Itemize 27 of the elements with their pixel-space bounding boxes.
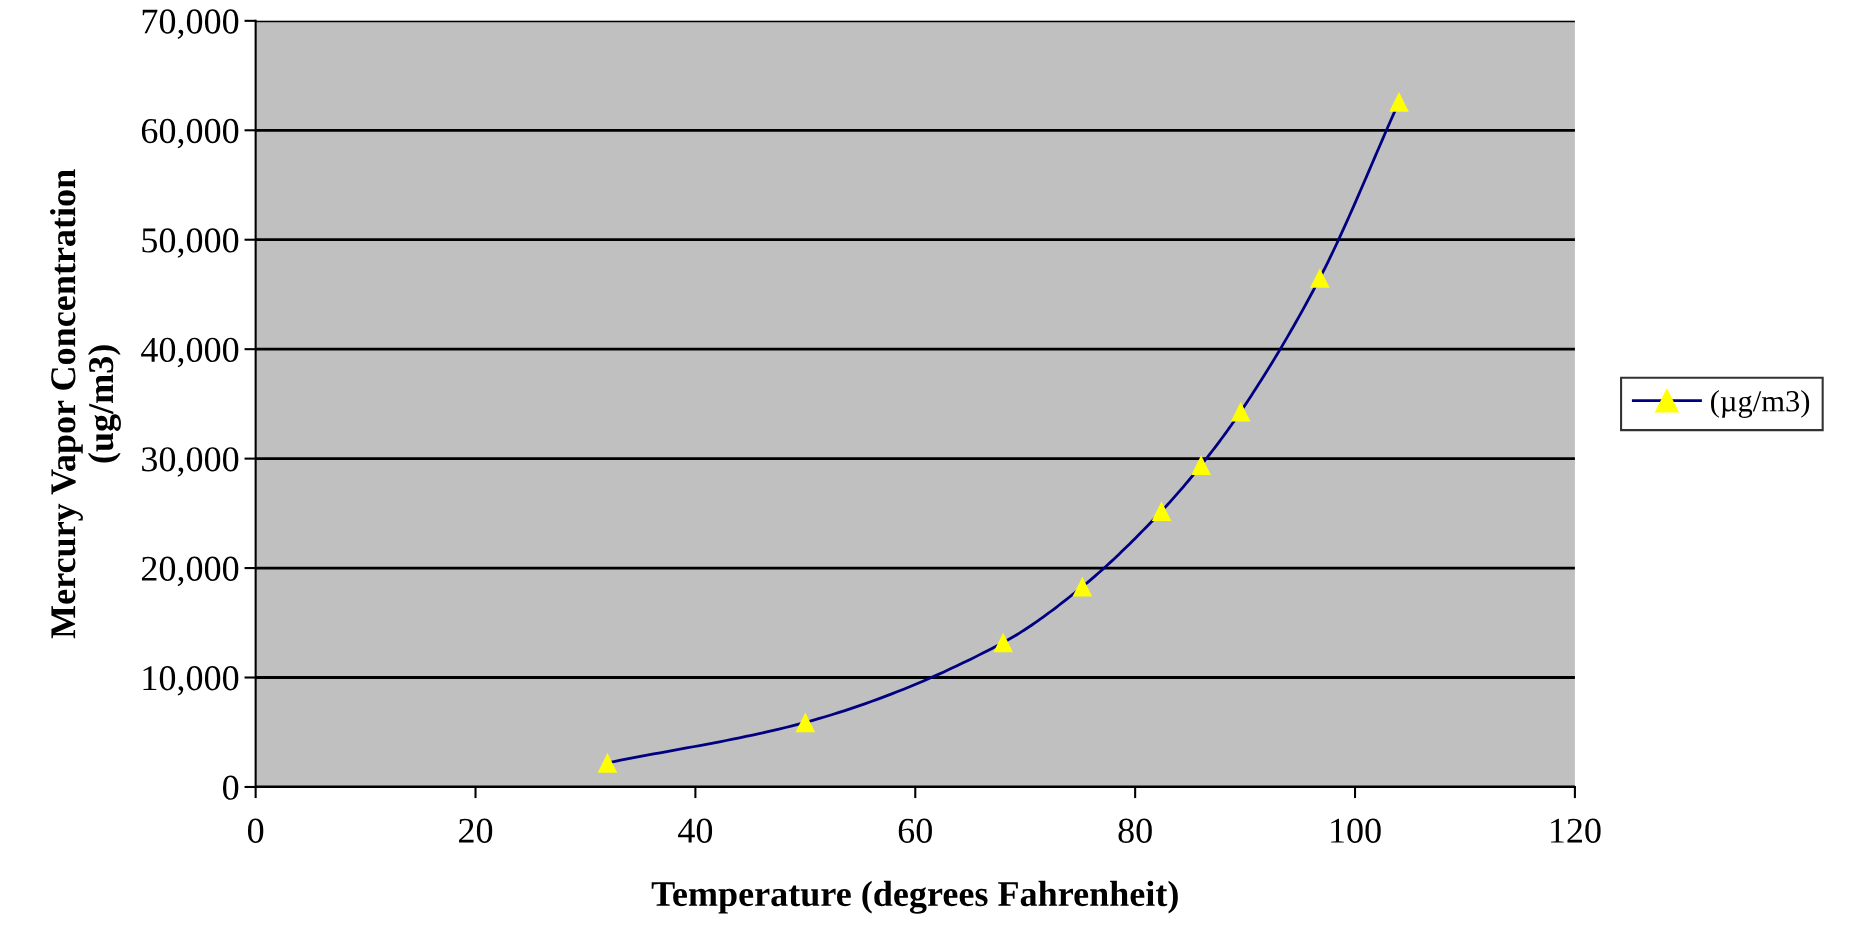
x-tick-label: 0: [247, 818, 264, 843]
point: [1191, 455, 1211, 476]
y-tick-label: 40,000: [141, 337, 239, 368]
point: [1310, 268, 1330, 288]
x-tick-label: 20: [459, 818, 493, 843]
x-tick-label: 60: [898, 818, 932, 843]
point: [1072, 576, 1093, 597]
y-tick-label: 0: [222, 775, 239, 800]
y-tick-label: 60,000: [141, 118, 239, 149]
y-tick-label: 50,000: [142, 228, 239, 258]
point: [993, 632, 1014, 653]
y-tick-label: 30,000: [142, 447, 239, 477]
point: [1389, 92, 1409, 112]
legend-label: (µg/m3): [1711, 390, 1810, 418]
x-axis-title: Temperature (degrees Fahrenheit): [651, 880, 1178, 914]
y-axis-title: Mercury Vapor Concentration (ug/m3): [50, 169, 121, 639]
point: [795, 712, 816, 733]
y-tick-label: 10,000: [143, 666, 239, 696]
x-tick-label: 120: [1551, 818, 1601, 843]
point: [1230, 401, 1251, 422]
x-tick-label: 40: [678, 818, 713, 843]
x-tick-label: 80: [1118, 818, 1152, 843]
point: [597, 753, 618, 773]
x-tick-label: 100: [1331, 818, 1381, 843]
y-tick-label: 20,000: [141, 556, 239, 587]
point: [1151, 501, 1172, 521]
y-tick-label: 70,000: [142, 9, 239, 39]
